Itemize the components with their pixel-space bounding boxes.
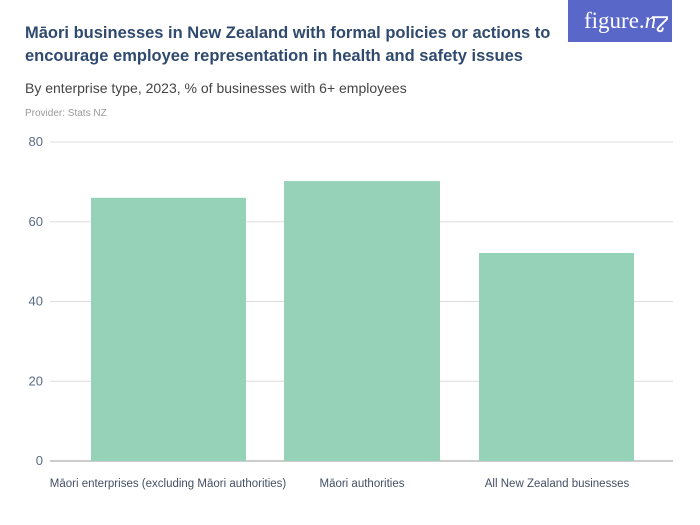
svg-text:80: 80 bbox=[29, 134, 43, 149]
svg-text:Māori authorities: Māori authorities bbox=[319, 478, 404, 490]
svg-text:All New Zealand businesses: All New Zealand businesses bbox=[485, 478, 630, 490]
svg-text:Māori enterprises (excluding M: Māori enterprises (excluding Māori autho… bbox=[50, 478, 287, 490]
svg-text:20: 20 bbox=[29, 373, 43, 388]
svg-text:40: 40 bbox=[29, 294, 43, 309]
svg-text:60: 60 bbox=[29, 214, 43, 229]
svg-text:0: 0 bbox=[36, 453, 43, 468]
